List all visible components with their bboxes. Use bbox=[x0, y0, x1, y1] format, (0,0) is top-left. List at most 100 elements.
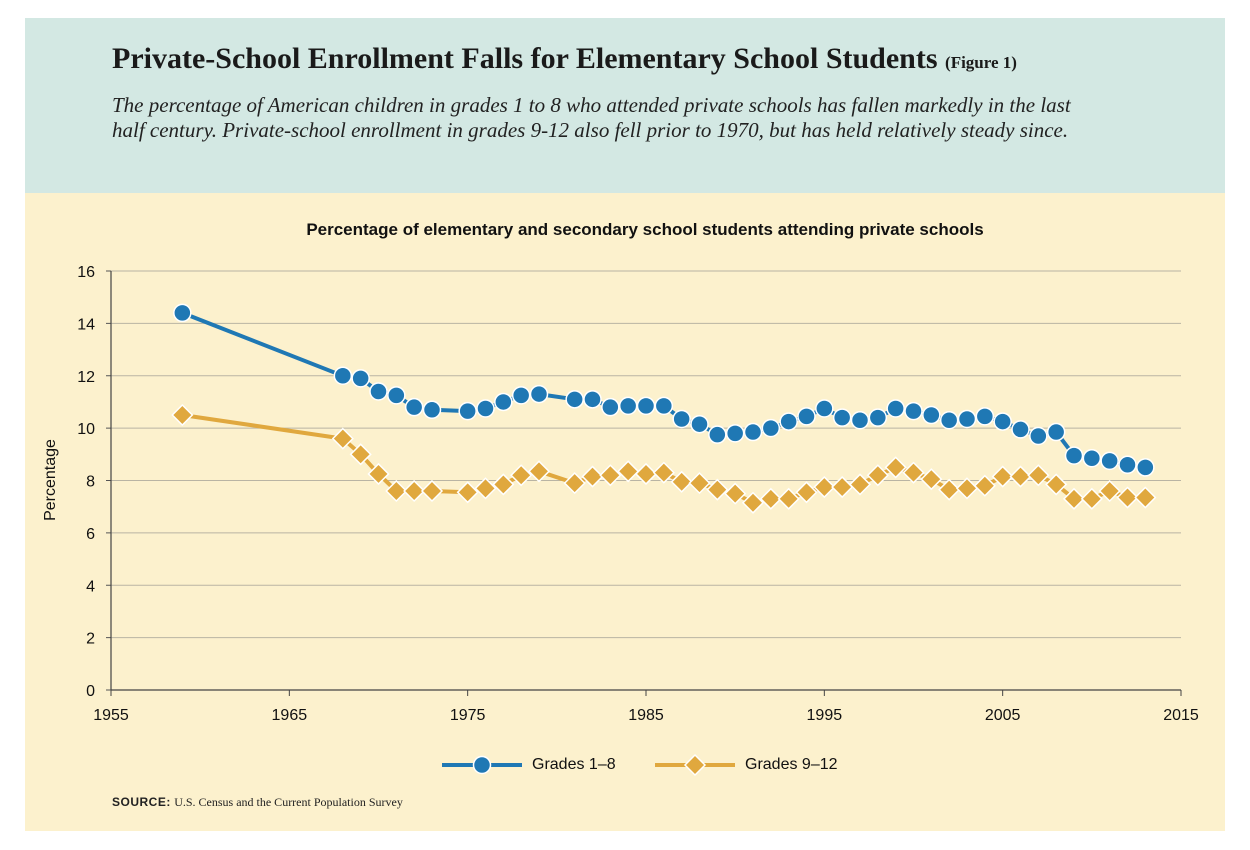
data-point bbox=[797, 407, 816, 426]
data-point bbox=[1118, 455, 1137, 475]
x-tick-label: 2015 bbox=[1163, 707, 1199, 724]
data-point bbox=[1098, 479, 1121, 503]
data-point bbox=[815, 399, 834, 418]
data-point bbox=[690, 414, 709, 434]
data-point bbox=[904, 401, 923, 421]
data-point bbox=[1100, 451, 1119, 471]
data-point bbox=[759, 487, 782, 510]
data-point bbox=[779, 412, 798, 431]
data-point bbox=[795, 481, 818, 504]
data-point bbox=[688, 472, 711, 495]
data-point bbox=[1009, 465, 1032, 488]
legend-item-grades-1-8: Grades 1–8 bbox=[442, 752, 616, 778]
data-point bbox=[761, 418, 781, 438]
data-point bbox=[636, 396, 656, 416]
data-point bbox=[494, 392, 513, 412]
data-point bbox=[850, 411, 870, 430]
data-point bbox=[403, 479, 426, 503]
data-point bbox=[333, 366, 353, 385]
series-grades-9-12 bbox=[171, 403, 1157, 514]
x-tick-label: 1965 bbox=[272, 707, 308, 724]
data-point bbox=[654, 396, 674, 416]
y-tick-label: 0 bbox=[86, 683, 95, 700]
data-point bbox=[955, 477, 979, 500]
y-axis-label: Percentage bbox=[42, 439, 59, 521]
chart-legend: Grades 1–8 Grades 9–12 bbox=[0, 752, 1250, 778]
data-point bbox=[351, 369, 370, 388]
legend-item-grades-9-12: Grades 9–12 bbox=[655, 752, 838, 778]
y-tick-label: 10 bbox=[77, 421, 95, 438]
data-point bbox=[510, 464, 533, 487]
data-point bbox=[832, 408, 852, 427]
data-point bbox=[884, 456, 907, 479]
data-point bbox=[1064, 446, 1084, 465]
data-point bbox=[1116, 486, 1139, 509]
data-point bbox=[866, 464, 889, 487]
data-point bbox=[601, 397, 620, 417]
data-point bbox=[1062, 487, 1086, 510]
data-point bbox=[1046, 422, 1066, 442]
data-point bbox=[1011, 420, 1030, 439]
axes: 0 2 4 6 8 10 12 14 16 1955 1965 1975 1985 1995 2005 201… bbox=[77, 264, 1199, 724]
data-point bbox=[599, 464, 622, 487]
series-layer bbox=[171, 303, 1157, 514]
data-point bbox=[367, 462, 390, 486]
data-point bbox=[708, 425, 727, 444]
data-point bbox=[618, 396, 638, 416]
data-point bbox=[743, 422, 763, 442]
y-tick-label: 4 bbox=[86, 578, 95, 595]
data-point bbox=[902, 461, 925, 484]
data-point bbox=[617, 460, 640, 483]
data-point bbox=[652, 461, 675, 484]
data-point bbox=[634, 462, 658, 486]
figure-number: (Figure 1) bbox=[945, 53, 1017, 72]
data-point bbox=[1136, 458, 1155, 477]
data-point bbox=[331, 427, 354, 450]
data-point bbox=[385, 479, 408, 503]
data-point bbox=[777, 487, 800, 510]
y-tick-label: 12 bbox=[77, 369, 95, 386]
source-text: U.S. Census and the Current Population S… bbox=[174, 795, 403, 809]
data-point bbox=[886, 399, 905, 418]
data-point bbox=[581, 465, 604, 488]
y-tick-label: 6 bbox=[86, 526, 95, 543]
data-point bbox=[813, 475, 836, 499]
data-point bbox=[957, 409, 977, 429]
data-point bbox=[1134, 486, 1157, 509]
source-note: SOURCE: U.S. Census and the Current Popu… bbox=[112, 795, 403, 810]
data-point bbox=[1029, 426, 1048, 446]
data-point bbox=[973, 474, 996, 497]
legend-marker-circle bbox=[442, 755, 522, 775]
data-point bbox=[565, 390, 584, 409]
data-point bbox=[527, 460, 551, 483]
data-point bbox=[848, 473, 872, 496]
data-point bbox=[458, 401, 477, 421]
header-panel bbox=[25, 18, 1225, 193]
data-point bbox=[422, 400, 442, 420]
legend-label-grades-9-12: Grades 9–12 bbox=[745, 756, 838, 773]
y-tick-label: 2 bbox=[86, 631, 95, 648]
data-point bbox=[420, 479, 444, 503]
figure-title-text: Private-School Enrollment Falls for Elem… bbox=[112, 42, 938, 75]
data-point bbox=[670, 470, 693, 493]
data-point bbox=[171, 403, 194, 427]
data-point bbox=[975, 407, 995, 426]
data-point bbox=[349, 443, 372, 466]
data-point bbox=[474, 477, 497, 500]
data-point bbox=[672, 409, 691, 429]
data-point bbox=[741, 491, 765, 514]
data-point bbox=[1045, 473, 1068, 496]
data-point bbox=[404, 397, 424, 417]
legend-label-grades-1-8: Grades 1–8 bbox=[532, 756, 616, 773]
data-point bbox=[1082, 448, 1102, 468]
data-point bbox=[369, 382, 388, 401]
legend-marker-diamond bbox=[655, 753, 735, 777]
data-point bbox=[920, 468, 943, 491]
data-point bbox=[476, 399, 495, 418]
data-point bbox=[456, 481, 479, 504]
series-grades-1-8 bbox=[173, 303, 1155, 477]
x-tick-label: 1975 bbox=[450, 707, 486, 724]
data-point bbox=[1027, 464, 1050, 487]
data-point bbox=[938, 478, 961, 501]
